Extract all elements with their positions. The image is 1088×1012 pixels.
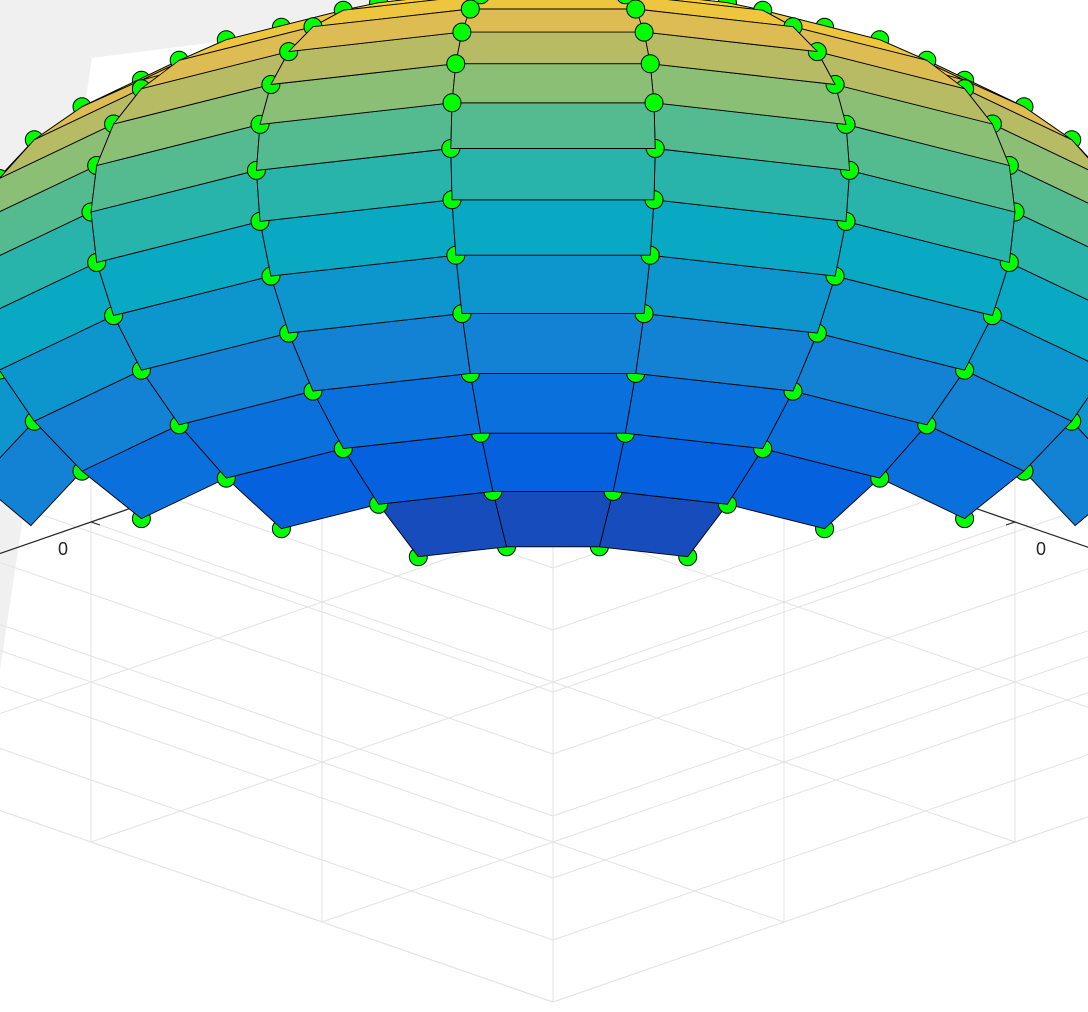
surface-face xyxy=(451,63,655,104)
wall-grid-line xyxy=(552,754,1088,941)
wall-grid-line xyxy=(0,623,554,817)
surface-face xyxy=(461,8,645,33)
data-point xyxy=(626,0,646,19)
surface-face xyxy=(469,372,637,434)
data-point xyxy=(446,54,466,74)
surface-face xyxy=(450,102,656,149)
data-point xyxy=(460,0,480,19)
wall-grid-line xyxy=(552,506,1088,693)
y-tick-mark xyxy=(90,521,101,526)
sphere-surface-and-markers xyxy=(0,0,1088,567)
surface-face xyxy=(451,199,655,256)
wall-grid-line xyxy=(552,816,1088,1003)
wall-grid-line xyxy=(0,561,554,755)
data-point xyxy=(644,93,664,113)
wall-grid-line xyxy=(552,630,1088,817)
wall-grid-line xyxy=(0,809,554,1003)
surface-face xyxy=(469,0,637,10)
surface-face xyxy=(492,490,614,548)
wall-grid-line xyxy=(0,499,554,693)
data-point xyxy=(452,22,472,42)
x-tick-label: 0 xyxy=(1036,539,1046,559)
data-point xyxy=(634,22,654,42)
surface-face xyxy=(455,254,651,315)
wall-grid-line xyxy=(0,747,554,941)
x-tick-mark xyxy=(1005,521,1016,526)
surface-face xyxy=(455,31,651,65)
surface-face xyxy=(450,148,656,201)
wall-grid-line xyxy=(552,692,1088,879)
y-tick-label: 0 xyxy=(58,539,68,559)
data-point xyxy=(442,93,462,113)
surface-face xyxy=(461,313,645,374)
wall-grid-line xyxy=(552,568,1088,755)
data-point xyxy=(640,54,660,74)
wall-grid-line xyxy=(0,685,554,879)
surface-face xyxy=(480,432,626,492)
